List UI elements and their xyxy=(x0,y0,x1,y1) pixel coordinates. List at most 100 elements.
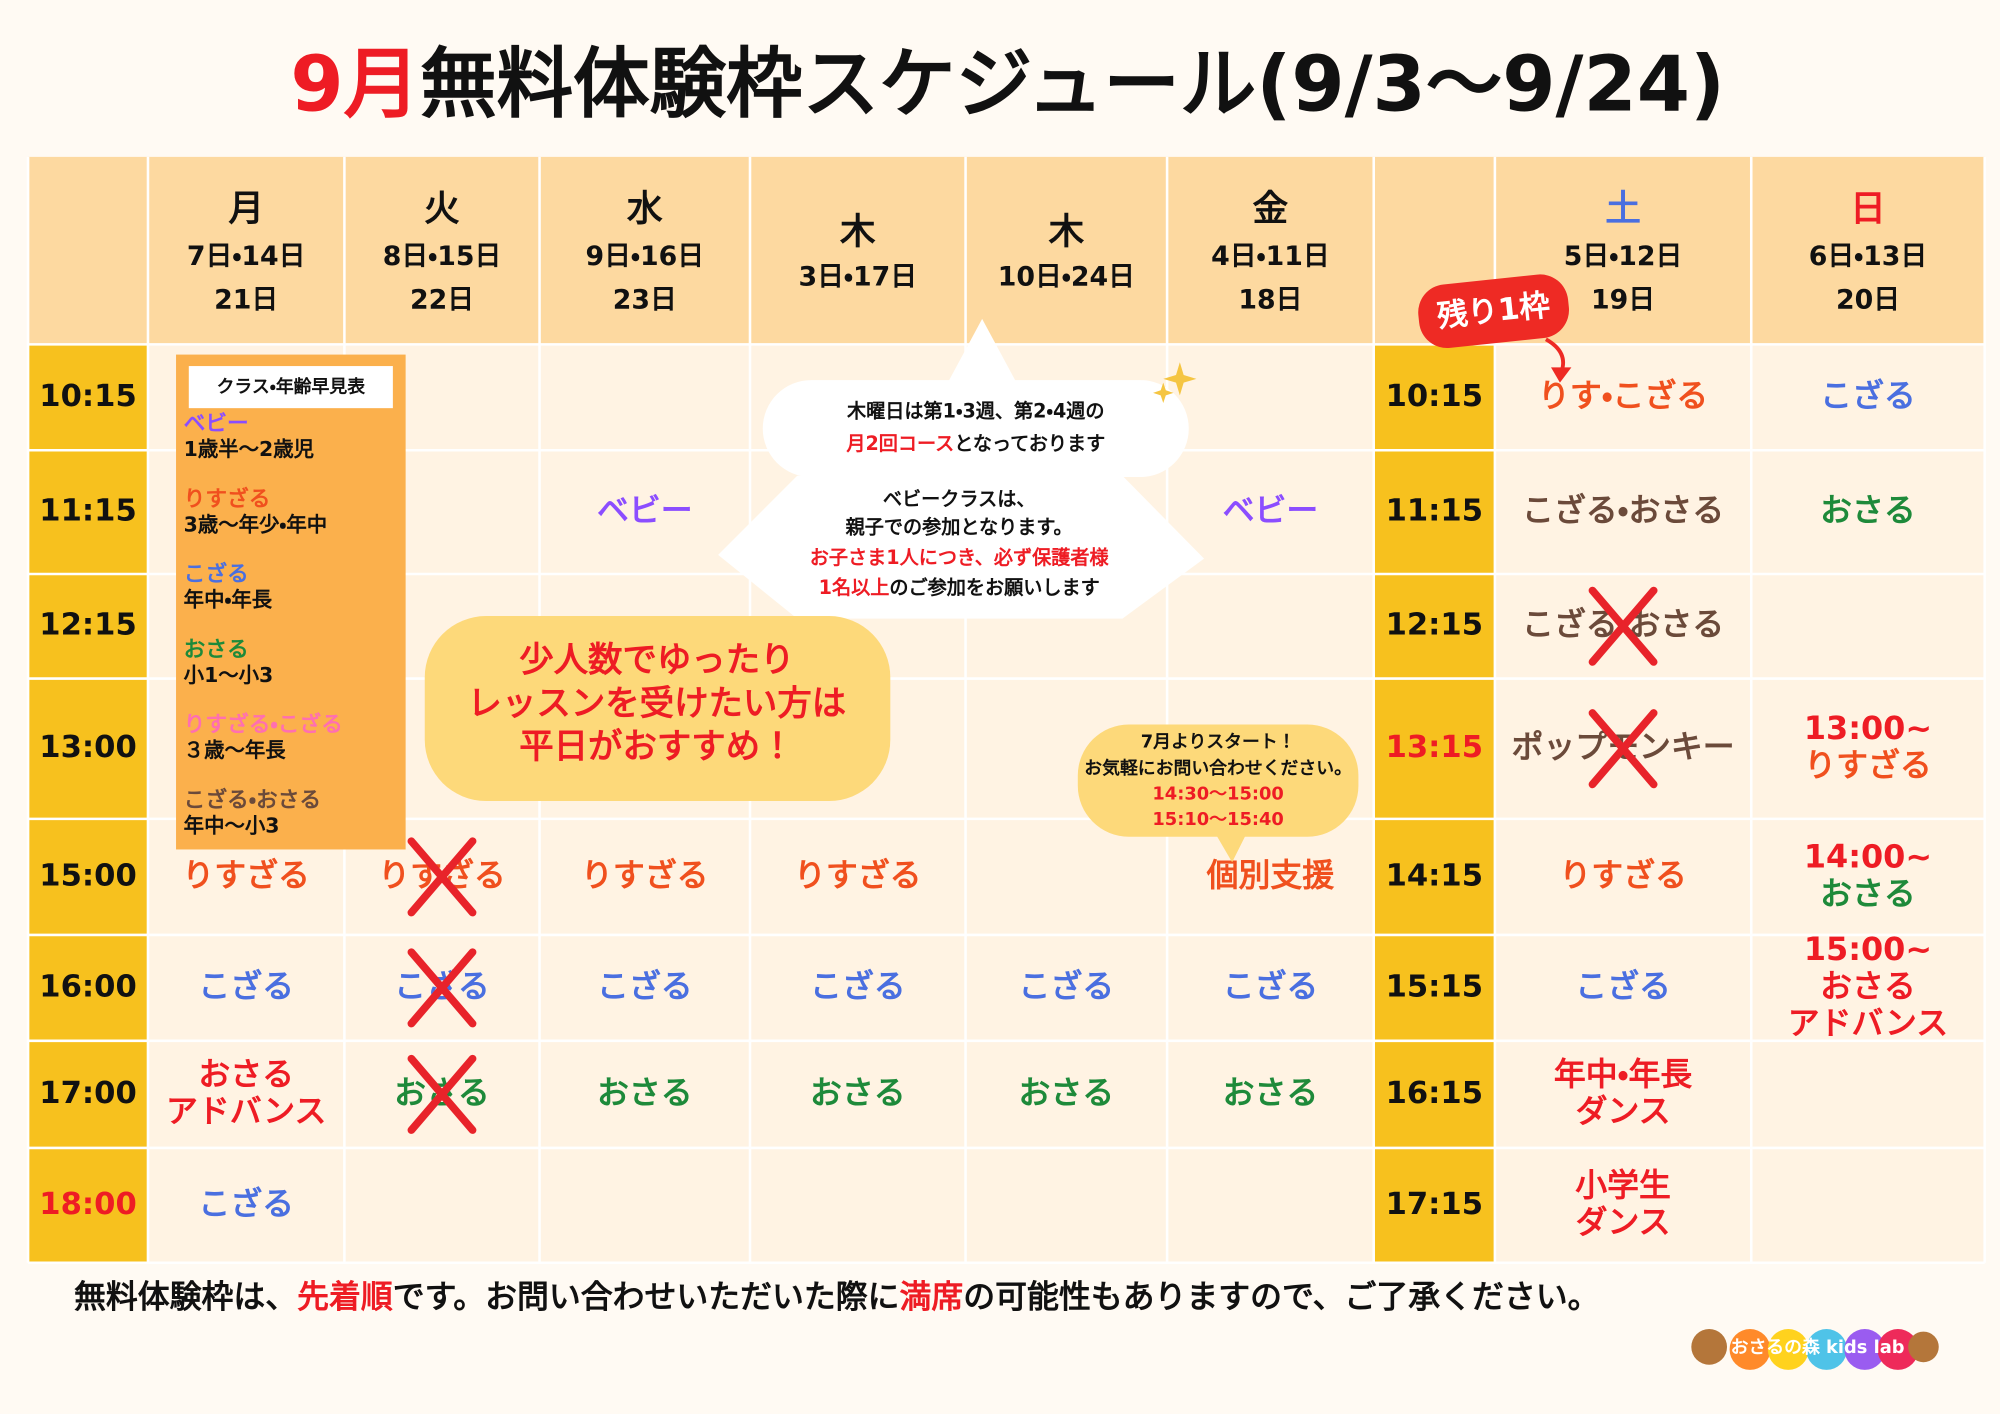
class-label: おさる xyxy=(810,1073,906,1111)
badge: 残り1枠 xyxy=(1418,274,1570,349)
sparkle xyxy=(1153,362,1197,404)
day-dates: 20日 xyxy=(1836,285,1900,316)
class-label: りすざる xyxy=(794,856,922,894)
thursday-note-end: となっております xyxy=(954,431,1105,454)
class-label: りすざる xyxy=(182,856,309,894)
time-label: 15:00 xyxy=(39,858,136,893)
legend-class: こざる・おさる xyxy=(184,787,321,813)
class-label: ベビー xyxy=(597,491,693,529)
day-dates: 19日 xyxy=(1591,285,1655,316)
day-dates: 8日・15日 xyxy=(383,241,502,272)
day-dates: 4日・11日 xyxy=(1211,241,1330,272)
footer: 無料体験枠は、先着順です。お問い合わせいただいた際に満席の可能性もありますので、… xyxy=(74,1277,1600,1315)
class-label: おさる xyxy=(1820,491,1916,529)
logo-dot xyxy=(1844,1329,1886,1370)
cancel-mark xyxy=(1588,586,1658,666)
class-label: こざる xyxy=(1820,376,1916,414)
day-name: 土 xyxy=(1605,188,1641,229)
class-label: こざる xyxy=(1575,967,1671,1005)
class-label: アドバンス xyxy=(1788,1004,1948,1042)
legend-class: こざる xyxy=(184,561,249,587)
logo-text: おさるの森 kids lab xyxy=(1731,1336,1905,1358)
class-label: こざる xyxy=(1223,967,1319,1005)
support-time: 14:30〜15:00 xyxy=(1152,784,1283,805)
legend-ages: 小1〜小3 xyxy=(184,663,274,687)
footer-highlight: 先着順 xyxy=(297,1277,393,1315)
legend-ages: 年中・年長 xyxy=(184,588,273,612)
class-label: りすざる xyxy=(581,856,709,894)
time-label: 11:15 xyxy=(39,494,136,529)
weekday-bubble xyxy=(424,616,891,802)
legend-ages: ３歳〜年長 xyxy=(184,738,287,762)
time-label: 10:15 xyxy=(1386,379,1483,414)
legend-class: りすざる・こざる xyxy=(184,712,343,738)
time-label: 10:15 xyxy=(39,379,136,414)
baby-note: 1名以上のご参加をお願いします xyxy=(819,575,1100,598)
title-month: 9月 xyxy=(290,40,420,129)
class-label: 個別支援 xyxy=(1206,856,1336,894)
time-label: 13:15 xyxy=(1386,730,1483,765)
class-label: おさる xyxy=(1223,1073,1319,1111)
class-label: ダンス xyxy=(1576,1092,1671,1130)
time-label: 17:00 xyxy=(39,1076,136,1111)
day-name: 月 xyxy=(228,188,264,229)
day-dates: 3日・17日 xyxy=(799,262,918,293)
support-note: 7月よりスタート！ xyxy=(1141,731,1296,752)
badge-arrowhead xyxy=(1551,367,1572,383)
class-label: こざる xyxy=(198,967,294,1005)
class-label: 14:00~ xyxy=(1804,837,1932,875)
legend-title: クラス・年齢早見表 xyxy=(217,376,366,398)
class-label: こざる xyxy=(810,967,906,1005)
baby-note: 親子での参加となります。 xyxy=(845,516,1073,539)
day-name: 木 xyxy=(839,211,876,252)
thursday-note: 月2回コースとなっております xyxy=(845,431,1105,454)
baby-note: お子さま1人につき、必ず保護者様 xyxy=(810,546,1110,569)
footer-text: です。お問い合わせいただいた際に xyxy=(393,1277,900,1315)
time-label: 15:15 xyxy=(1386,969,1483,1004)
class-label: りす・こざる xyxy=(1538,376,1708,414)
thursday-note: 木曜日は第1・3週、第2・4週の xyxy=(846,399,1104,422)
weekday-note: 平日がおすすめ！ xyxy=(519,727,794,767)
legend-title-box xyxy=(188,366,393,409)
weekday-note: 少人数でゆったり xyxy=(519,640,794,680)
time-label: 16:15 xyxy=(1386,1076,1483,1111)
logo-monkey xyxy=(1908,1331,1939,1363)
class-label: こざる xyxy=(597,967,693,1005)
badge-box xyxy=(1418,274,1570,349)
class-label: おさる xyxy=(1820,967,1916,1005)
weekday-note: レッスンを受けたい方は xyxy=(468,684,847,724)
support-note: お気軽にお問い合わせください。 xyxy=(1084,757,1352,779)
support-bubble xyxy=(1077,724,1359,837)
class-label: りすざる xyxy=(1804,746,1932,784)
day-dates: 21日 xyxy=(214,285,278,316)
time-label: 18:00 xyxy=(39,1187,136,1222)
day-dates: 6日・13日 xyxy=(1809,241,1928,272)
class-label: 15:00~ xyxy=(1804,930,1932,968)
class-label: りすざる xyxy=(1559,856,1687,894)
legend-box xyxy=(176,354,406,850)
thursday-highlight: 月2回コース xyxy=(845,431,954,454)
logo: おさるの森 kids lab xyxy=(1691,1329,1939,1370)
support-pointer xyxy=(1214,831,1248,863)
class-label: 年中・年長 xyxy=(1554,1055,1692,1093)
baby-note: ベビークラスは、 xyxy=(883,487,1036,510)
time-column xyxy=(1373,344,1495,1263)
title-rest: 無料体験枠スケジュール(9/3〜9/24) xyxy=(420,40,1725,129)
legend-ages: 年中〜小3 xyxy=(184,814,280,838)
time-column xyxy=(28,344,148,1263)
class-label: 13:00~ xyxy=(1804,709,1932,747)
day-name: 日 xyxy=(1850,188,1886,229)
class-label: こざる xyxy=(1019,967,1115,1005)
baby-highlight: 1名以上 xyxy=(819,575,890,598)
footer-text: の可能性もありますので、ご了承ください。 xyxy=(963,1277,1599,1315)
legend-class: おさる xyxy=(184,637,249,662)
class-label: おさる xyxy=(198,1055,294,1093)
logo-dot xyxy=(1806,1329,1847,1370)
class-label: アドバンス xyxy=(166,1092,326,1130)
cancel-mark xyxy=(407,837,477,917)
day-dates: 22日 xyxy=(410,285,474,316)
class-label: ベビー xyxy=(1223,491,1319,529)
